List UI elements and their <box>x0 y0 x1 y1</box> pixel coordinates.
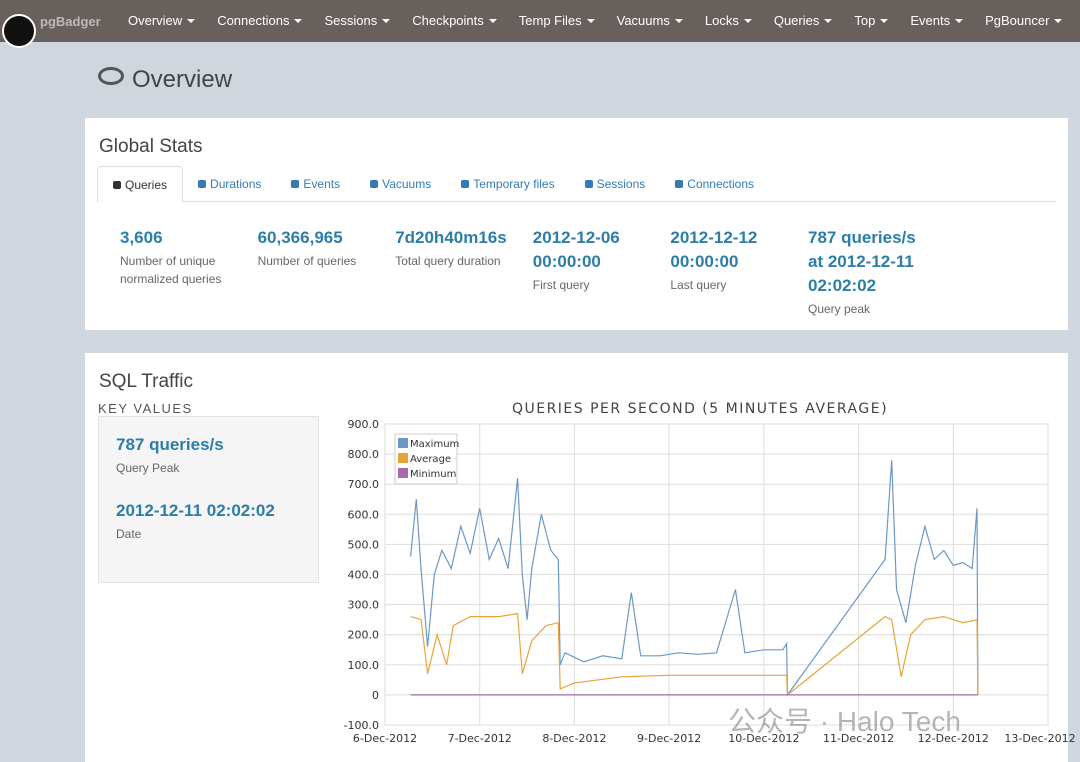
chart-title: QUERIES PER SECOND (5 MINUTES AVERAGE) <box>512 401 888 417</box>
nav-item[interactable]: Checkpoints <box>401 13 508 28</box>
navbar: pgBadger Overview Connections Sessions Chec… <box>0 0 1080 48</box>
nav-item[interactable]: Vacuums <box>606 13 694 28</box>
nav-item[interactable]: Queries <box>763 13 844 28</box>
y-tick-label: -100.0 <box>344 719 379 732</box>
stat-value: 787 queries/s at 2012-12-11 02:02:02 <box>808 228 916 295</box>
x-tick-label: 6-Dec-2012 <box>353 732 417 745</box>
x-tick-label: 10-Dec-2012 <box>728 732 799 745</box>
logo[interactable] <box>2 14 36 48</box>
y-tick-label: 200.0 <box>348 629 380 642</box>
key-value: 787 queries/s Query Peak <box>116 433 224 477</box>
stat: 2012-12-06 00:00:00 First query <box>533 226 658 294</box>
legend-label: Average <box>410 454 451 465</box>
legend-label: Minimum <box>410 469 456 480</box>
y-tick-label: 400.0 <box>348 569 380 582</box>
legend-swatch <box>398 468 408 478</box>
stat: 7d20h40m16s Total query duration <box>395 226 520 270</box>
nav-menu: Overview Connections Sessions Checkpoints Te… <box>117 13 1073 28</box>
tab[interactable]: Durations <box>183 166 276 201</box>
legend-label: Maximum <box>410 439 459 450</box>
nav-item[interactable]: Sessions <box>313 13 401 28</box>
nav-item[interactable]: Events <box>899 13 974 28</box>
stat-value: 3,606 <box>120 228 163 247</box>
nav-item[interactable]: Temp Files <box>508 13 606 28</box>
tab[interactable]: Vacuums <box>355 166 446 201</box>
tab[interactable]: Temporary files <box>446 166 569 201</box>
y-tick-label: 700.0 <box>348 478 380 491</box>
key-values-title: KEY VALUES <box>98 401 193 416</box>
stat-value: 60,366,965 <box>257 228 343 247</box>
stat: 787 queries/s at 2012-12-11 02:02:02 Quer… <box>808 226 933 318</box>
y-tick-label: 0 <box>372 689 379 702</box>
y-tick-label: 300.0 <box>348 599 380 612</box>
stat: 3,606 Number of unique normalized queries <box>120 226 245 288</box>
title-text: Overview <box>132 66 233 93</box>
tab[interactable]: Connections <box>660 166 769 201</box>
nav-item[interactable]: PgBouncer <box>974 13 1073 28</box>
stat-label: Query peak <box>808 302 871 316</box>
x-tick-label: 9-Dec-2012 <box>637 732 701 745</box>
stat-value: 7d20h40m16s <box>395 228 507 247</box>
nav-item[interactable]: Overview <box>117 13 206 28</box>
legend-swatch <box>398 453 408 463</box>
x-tick-label: 13-Dec-2012 <box>1004 732 1075 745</box>
chart: QUERIES PER SECOND (5 MINUTES AVERAGE) -… <box>344 401 1076 745</box>
y-tick-label: 800.0 <box>348 448 380 461</box>
stat-label: First query <box>532 278 590 292</box>
watermark: 公众号 · Halo Tech <box>728 706 961 737</box>
tabs: Queries Durations Events Vacuums Temporary f… <box>97 166 1056 203</box>
y-tick-label: 500.0 <box>348 538 380 551</box>
panel-title: Global Stats <box>99 136 203 157</box>
legend-swatch <box>398 438 408 448</box>
kv-label: Query Peak <box>116 461 180 475</box>
y-tick-label: 100.0 <box>348 659 380 672</box>
key-value: 2012-12-11 02:02:02 Date <box>116 499 275 543</box>
series-line <box>410 612 979 697</box>
stat-label: Number of queries <box>257 254 357 268</box>
nav-item[interactable]: Top <box>843 13 899 28</box>
panel-title: SQL Traffic <box>99 371 193 392</box>
nav-item[interactable]: Locks <box>694 13 763 28</box>
y-tick-label: 600.0 <box>348 508 380 521</box>
tab[interactable]: Queries <box>97 166 184 203</box>
nav-item[interactable]: Connections <box>206 13 313 28</box>
x-tick-label: 7-Dec-2012 <box>448 732 512 745</box>
stat-value: 2012-12-12 00:00:00 <box>670 228 758 271</box>
key-values-box: 787 queries/s Query Peak 2012-12-11 02:02… <box>98 416 319 583</box>
kv-label: Date <box>116 527 142 541</box>
x-tick-label: 12-Dec-2012 <box>918 732 989 745</box>
tab[interactable]: Sessions <box>570 166 661 201</box>
stat: 60,366,965 Number of queries <box>258 226 383 270</box>
x-tick-label: 8-Dec-2012 <box>542 732 606 745</box>
kv-value: 787 queries/s <box>116 435 224 454</box>
stat-label: Number of unique normalized queries <box>120 254 222 286</box>
y-tick-label: 900.0 <box>348 418 380 431</box>
global-stats-panel: Global Stats Queries Durations Events Vacuu… <box>85 118 1068 330</box>
stat-label: Last query <box>670 278 727 292</box>
tab[interactable]: Events <box>276 166 355 201</box>
x-tick-label: 11-Dec-2012 <box>823 732 894 745</box>
brand[interactable]: pgBadger <box>40 14 101 29</box>
stat-value: 2012-12-06 00:00:00 <box>532 228 620 271</box>
kv-value: 2012-12-11 02:02:02 <box>116 501 275 520</box>
page-title: Overview <box>98 66 232 94</box>
series-line <box>410 460 979 697</box>
stat-label: Total query duration <box>395 254 501 268</box>
stat: 2012-12-12 00:00:00 Last query <box>670 226 795 294</box>
